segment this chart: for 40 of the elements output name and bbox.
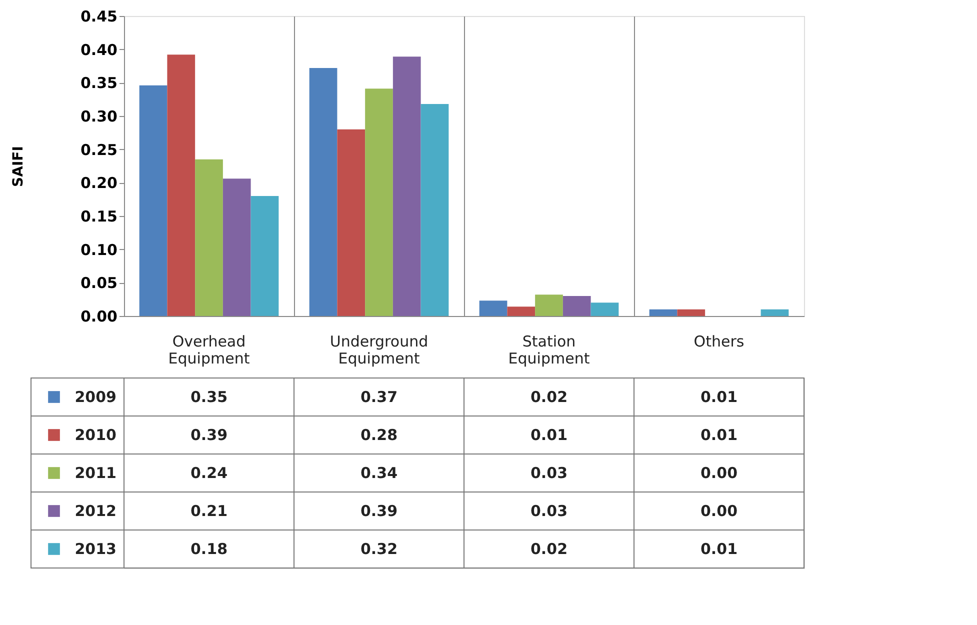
y-tick-label: 0.45 (80, 8, 118, 26)
data-label: 0.00 (700, 502, 738, 520)
data-label: 0.21 (190, 502, 228, 520)
y-tick-label: 0.05 (80, 274, 118, 292)
y-axis-title: SAIFI (10, 146, 26, 187)
data-label: 0.34 (360, 464, 398, 482)
y-tick-label: 0.40 (80, 40, 118, 59)
y-tick-label: 0.10 (80, 240, 118, 259)
data-label: 0.39 (360, 502, 398, 520)
y-tick-label: 0.25 (80, 140, 118, 159)
legend-label: 2013 (74, 540, 116, 558)
data-label: 0.03 (530, 502, 568, 520)
x-tick-label: Others (694, 332, 744, 350)
data-label: 0.01 (700, 540, 738, 558)
data-label: 0.01 (700, 426, 738, 444)
legend-label: 2010 (74, 426, 116, 444)
y-tick-label: 0.35 (80, 74, 118, 92)
legend-label: 2012 (74, 502, 116, 520)
data-label: 0.37 (360, 388, 398, 406)
data-label: 0.28 (360, 426, 398, 444)
data-label: 0.32 (360, 540, 398, 558)
data-label: 0.39 (190, 426, 228, 444)
y-tick-label: 0.30 (80, 108, 118, 126)
y-tick-label: 0.20 (80, 174, 118, 192)
data-label: 0.00 (700, 464, 738, 482)
data-label: 0.02 (530, 540, 568, 558)
data-label: 0.01 (700, 388, 738, 406)
data-label: 0.03 (530, 464, 568, 482)
y-tick-label: 0.15 (80, 208, 118, 226)
x-tick-label: Station Equipment (508, 332, 590, 368)
data-label: 0.24 (190, 464, 228, 482)
data-label: 0.02 (530, 388, 568, 406)
data-label: 0.18 (190, 540, 228, 558)
legend-label: 2011 (74, 464, 116, 482)
data-label: 0.01 (530, 426, 568, 444)
data-label: 0.35 (190, 388, 228, 406)
x-tick-label: Underground Equipment (330, 332, 428, 368)
x-tick-label: Overhead Equipment (168, 332, 250, 368)
y-tick-label: 0.00 (80, 308, 118, 326)
legend-label: 2009 (74, 388, 116, 406)
